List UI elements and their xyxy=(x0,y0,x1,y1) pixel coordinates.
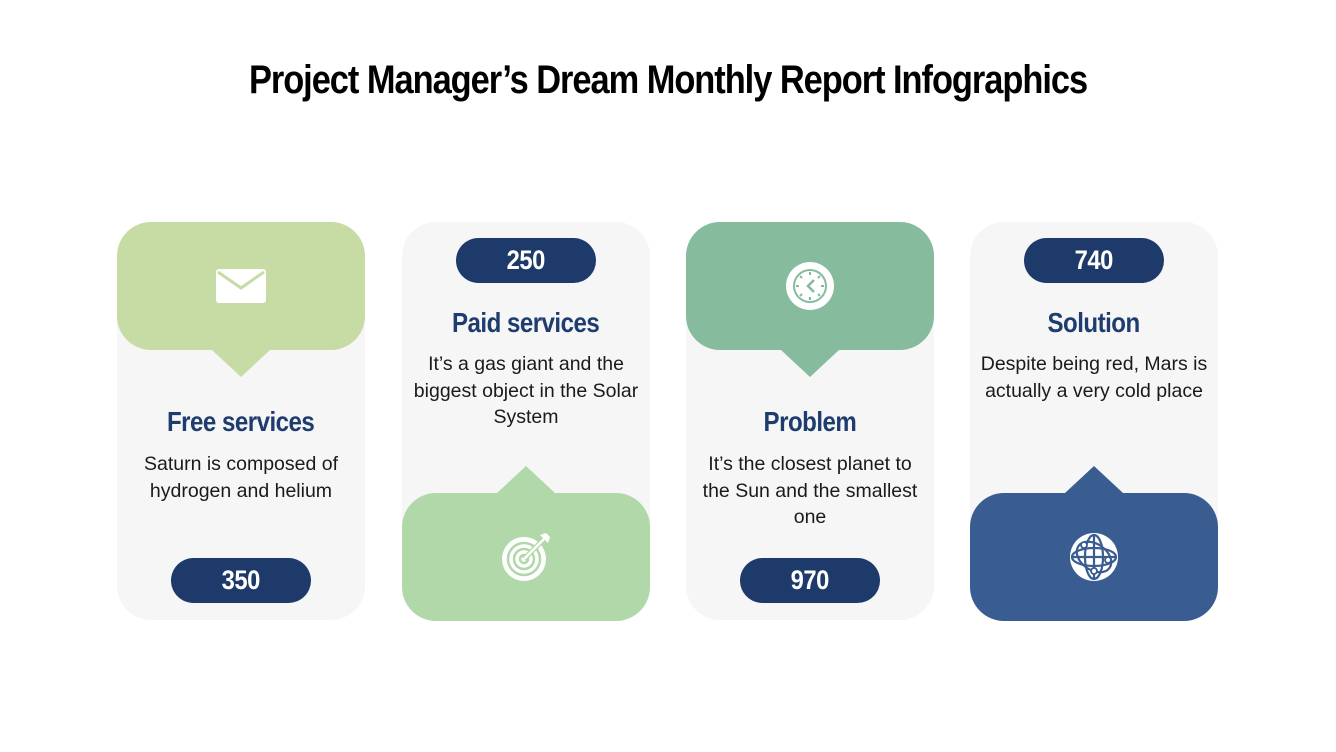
card-solution: 740 Solution Despite being red, Mars is … xyxy=(970,222,1218,621)
card-heading: Problem xyxy=(763,406,857,437)
card-description: Saturn is composed of hydrogen and heliu… xyxy=(143,453,339,502)
card-free-services: Free services Saturn is composed of hydr… xyxy=(117,222,365,620)
card-heading: Paid services xyxy=(452,307,600,338)
icon-bubble xyxy=(402,466,650,621)
card-description: It’s the closest planet to the Sun and t… xyxy=(702,453,918,528)
icon-bubble xyxy=(970,466,1218,621)
envelope-icon xyxy=(216,269,266,303)
card-heading: Free services xyxy=(167,406,315,437)
card-heading: Solution xyxy=(1047,307,1141,338)
value-badge: 250 xyxy=(456,238,596,283)
value-badge: 970 xyxy=(740,558,880,603)
clock-icon xyxy=(785,261,835,311)
globe-icon xyxy=(1068,531,1120,583)
value-badge: 350 xyxy=(171,558,311,603)
card-description: Despite being red, Mars is actually a ve… xyxy=(980,353,1208,402)
card-description: It’s a gas giant and the biggest object … xyxy=(413,353,639,428)
value-badge: 740 xyxy=(1024,238,1164,283)
card-paid-services: 250 Paid services It’s a gas giant and t… xyxy=(402,222,650,621)
icon-bubble xyxy=(686,222,934,377)
page-title: Project Manager’s Dream Monthly Report I… xyxy=(248,58,1088,102)
icon-bubble xyxy=(117,222,365,377)
target-icon xyxy=(500,531,552,583)
card-problem: Problem It’s the closest planet to the S… xyxy=(686,222,934,620)
